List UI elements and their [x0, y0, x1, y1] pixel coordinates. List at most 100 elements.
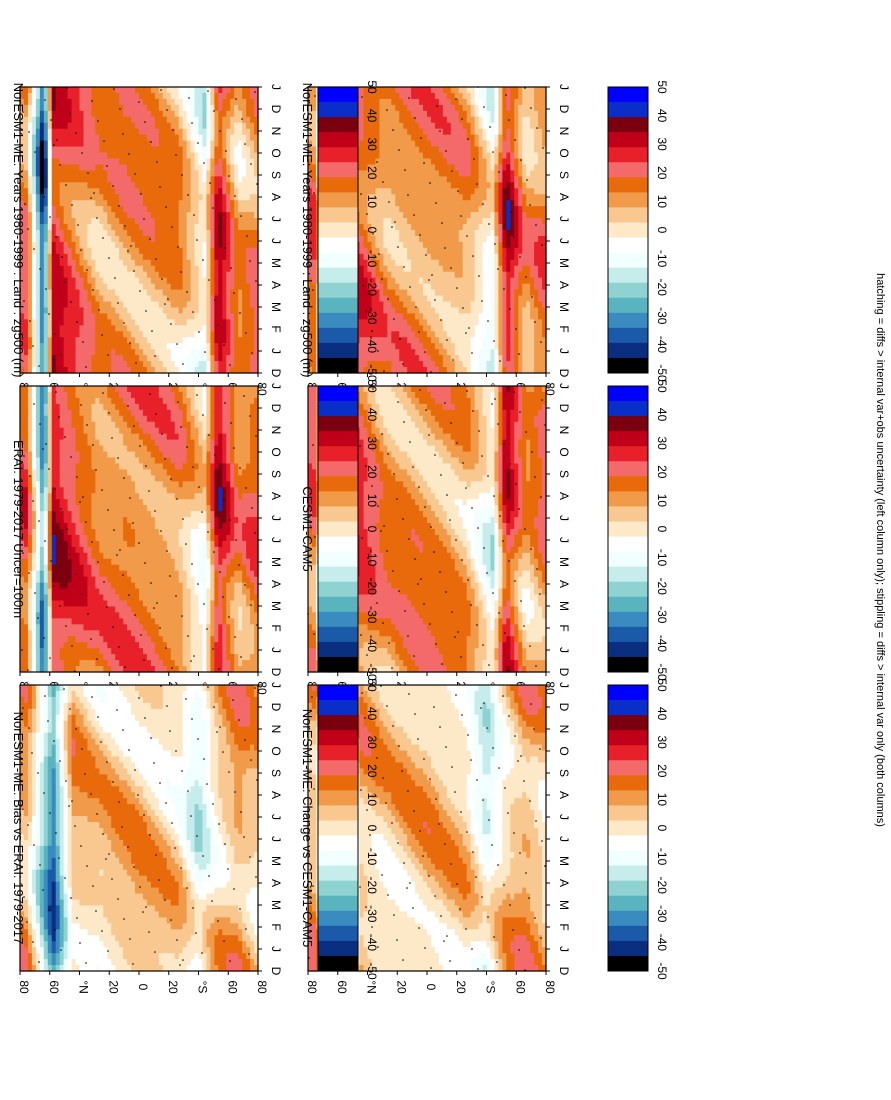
month-tick-label: D	[269, 369, 283, 378]
field-cell	[154, 212, 160, 219]
field-cell	[442, 116, 448, 124]
field-cell	[234, 343, 239, 350]
field-cell	[470, 98, 476, 106]
field-cell	[67, 331, 73, 338]
field-cell	[383, 200, 388, 207]
field-cell	[246, 224, 251, 231]
field-cell	[462, 271, 468, 279]
field-cell	[103, 230, 108, 237]
field-cell	[55, 98, 61, 106]
field-cell	[242, 170, 247, 177]
field-cell	[47, 110, 53, 118]
field-cell	[403, 104, 408, 112]
field-cell	[210, 224, 215, 231]
field-cell	[186, 104, 192, 112]
field-cell	[79, 337, 85, 344]
field-cell	[534, 212, 539, 219]
field-cell	[399, 98, 404, 106]
field-cell	[407, 271, 412, 279]
field-cell	[458, 98, 464, 106]
field-cell	[79, 176, 85, 183]
field-cell	[150, 87, 156, 94]
field-cell	[75, 259, 81, 267]
field-cell	[518, 176, 523, 183]
field-cell	[67, 277, 73, 285]
field-cell	[230, 200, 235, 207]
field-cell	[111, 241, 116, 249]
field-cell	[55, 146, 61, 154]
field-cell	[95, 194, 100, 201]
field-cell	[218, 367, 223, 374]
field-cell	[162, 337, 168, 344]
field-cell	[242, 247, 247, 255]
field-cell	[75, 224, 81, 231]
field-cell	[226, 170, 231, 177]
field-cell	[407, 230, 412, 237]
field-cell	[190, 146, 196, 154]
field-cell	[71, 337, 77, 344]
field-cell	[462, 230, 468, 237]
field-cell	[403, 247, 408, 255]
field-cell	[59, 235, 65, 243]
field-cell	[170, 265, 176, 273]
field-cell	[20, 289, 25, 297]
field-cell	[23, 235, 29, 243]
field-cell	[367, 164, 373, 172]
field-cell	[308, 104, 313, 112]
field-cell	[91, 325, 96, 332]
field-cell	[250, 104, 255, 112]
field-cell	[474, 152, 480, 160]
field-cell	[55, 92, 61, 100]
field-cell	[119, 116, 124, 124]
field-cell	[222, 259, 227, 267]
field-cell	[538, 146, 543, 154]
field-cell	[119, 92, 124, 100]
field-cell	[63, 259, 69, 267]
field-cell	[218, 104, 223, 112]
field-cell	[534, 98, 539, 106]
field-cell	[522, 271, 527, 279]
field-cell	[238, 98, 243, 106]
field-cell	[55, 176, 61, 183]
field-cell	[63, 98, 69, 106]
field-cell	[186, 241, 192, 249]
field-cell	[522, 170, 527, 177]
field-cell	[222, 307, 227, 315]
field-cell	[214, 140, 219, 148]
field-cell	[411, 152, 416, 160]
field-cell	[198, 128, 204, 136]
field-cell	[218, 134, 223, 142]
field-cell	[43, 212, 49, 219]
field-cell	[490, 230, 496, 237]
field-cell	[246, 218, 251, 225]
field-cell	[478, 188, 484, 195]
field-cell	[55, 116, 61, 124]
field-cell	[242, 265, 247, 273]
field-cell	[83, 116, 89, 124]
field-cell	[363, 104, 369, 112]
field-cell	[450, 164, 456, 172]
field-cell	[198, 110, 204, 118]
field-cell	[202, 235, 208, 243]
field-cell	[39, 247, 45, 255]
field-cell	[490, 140, 496, 148]
field-cell	[166, 277, 172, 285]
field-cell	[206, 92, 211, 100]
field-cell	[194, 200, 200, 207]
field-cell	[446, 122, 452, 130]
field-cell	[95, 230, 100, 237]
field-cell	[234, 140, 239, 148]
field-cell	[150, 319, 156, 326]
field-cell	[367, 128, 373, 136]
field-cell	[35, 230, 41, 237]
field-cell	[308, 182, 313, 189]
field-cell	[383, 259, 388, 267]
field-cell	[387, 152, 392, 160]
field-cell	[27, 235, 33, 243]
field-cell	[246, 200, 251, 207]
field-cell	[51, 367, 57, 374]
field-cell	[375, 253, 380, 261]
field-cell	[238, 140, 243, 148]
field-cell	[502, 146, 507, 154]
field-cell	[498, 87, 503, 94]
